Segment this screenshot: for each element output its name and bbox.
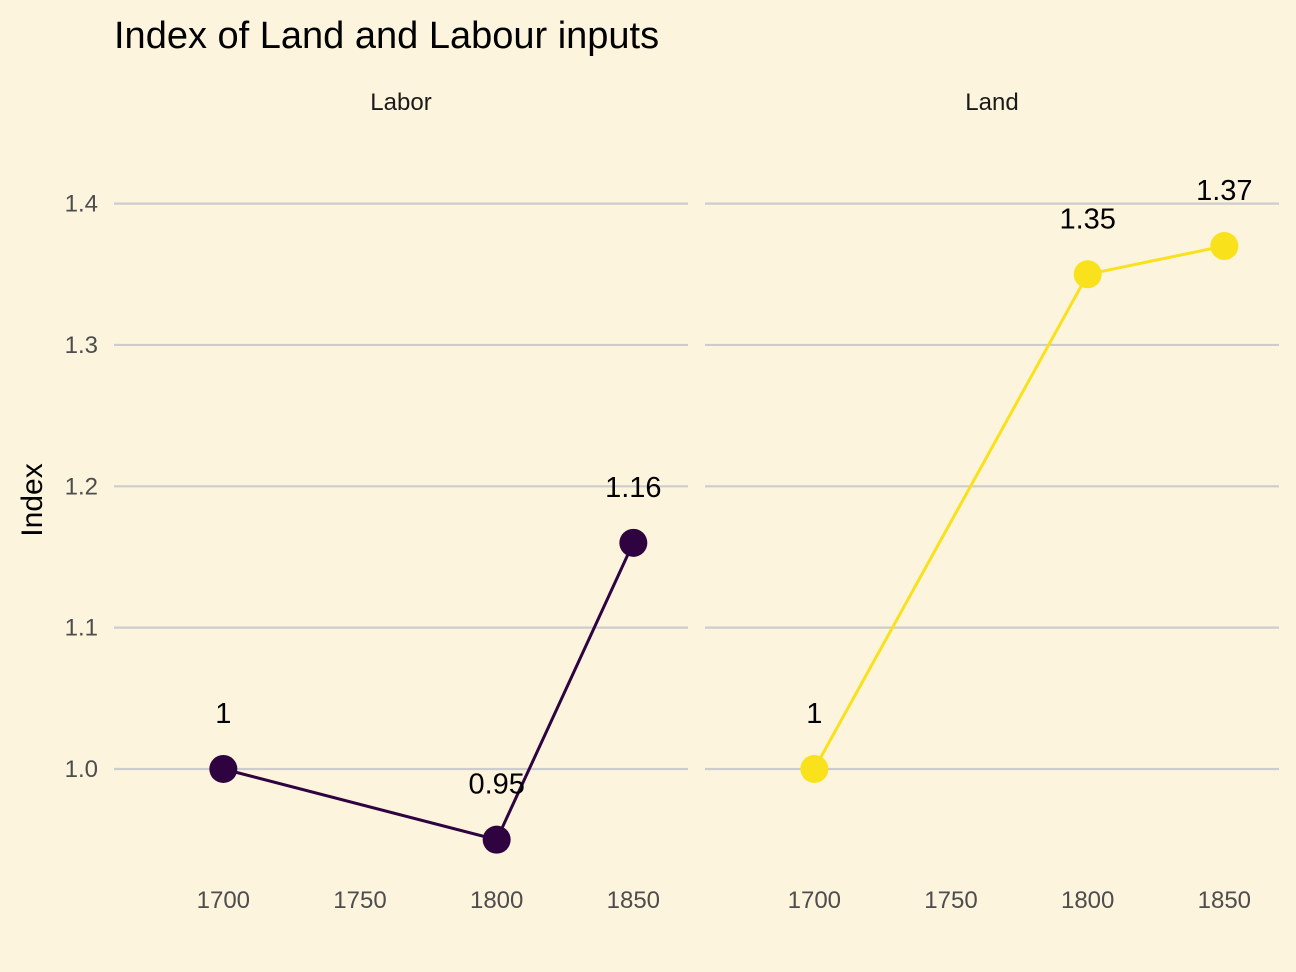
series-line-labor xyxy=(222,542,635,842)
data-label: 1 xyxy=(806,698,822,730)
y-tick-label: 1.1 xyxy=(65,615,98,642)
y-tick-label: 1.4 xyxy=(65,191,98,218)
facet-panels: Labor 1700 1750 1800 1850 1 0.95 1.16 Land 1700 17… xyxy=(114,89,1279,914)
facet-panel-land: Land 1700 1750 1800 1850 1 1.35 1.37 xyxy=(705,89,1279,914)
chart-title: Index of Land and Labour inputs xyxy=(114,15,659,57)
y-axis-label: Index xyxy=(16,463,49,536)
data-label: 1 xyxy=(215,698,231,730)
x-tick-label: 1800 xyxy=(1061,887,1114,914)
series-line-land xyxy=(812,244,1225,770)
data-point xyxy=(619,528,648,557)
data-point xyxy=(800,754,829,783)
x-tick-label: 1850 xyxy=(1198,887,1251,914)
y-tick-label: 1.2 xyxy=(65,473,98,500)
data-label: 1.35 xyxy=(1059,203,1115,235)
x-tick-label: 1850 xyxy=(607,887,660,914)
facet-strip-label: Labor xyxy=(370,89,431,116)
data-point xyxy=(1210,232,1239,261)
facet-panel-labor: Labor 1700 1750 1800 1850 1 0.95 1.16 xyxy=(114,89,688,914)
x-tick-label: 1750 xyxy=(924,887,977,914)
facet-strip-label: Land xyxy=(965,89,1018,116)
data-point xyxy=(482,825,511,854)
y-tick-label: 1.3 xyxy=(65,332,98,359)
x-tick-label: 1800 xyxy=(470,887,523,914)
x-tick-label: 1700 xyxy=(788,887,841,914)
data-label: 1.37 xyxy=(1196,175,1252,207)
y-axis-ticks: 1.0 1.1 1.2 1.3 1.4 xyxy=(65,191,98,783)
y-tick-label: 1.0 xyxy=(65,756,98,783)
x-tick-label: 1750 xyxy=(333,887,386,914)
data-label: 0.95 xyxy=(468,769,524,801)
data-point xyxy=(1073,260,1102,289)
data-label: 1.16 xyxy=(605,472,661,504)
data-point xyxy=(209,754,238,783)
x-tick-label: 1700 xyxy=(197,887,250,914)
